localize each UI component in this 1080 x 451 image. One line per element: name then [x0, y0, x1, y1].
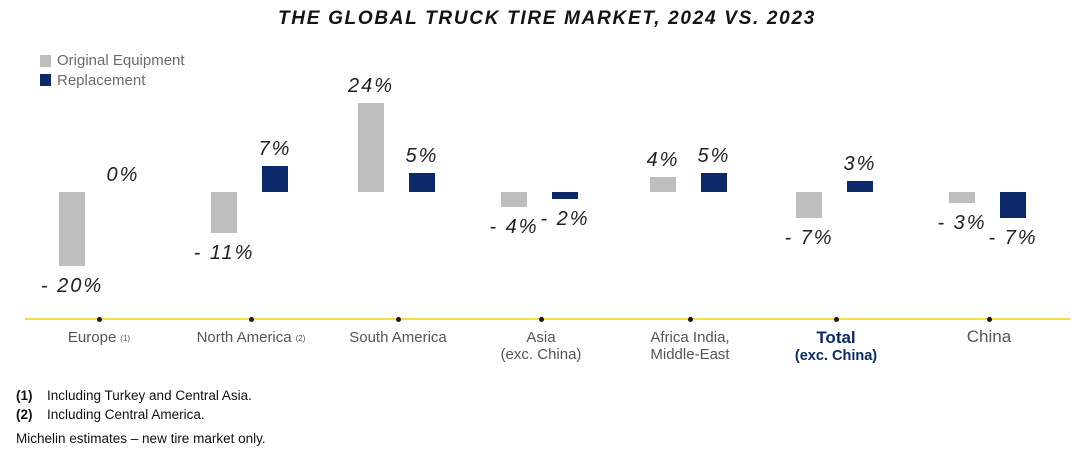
- category-name: China: [966, 327, 1012, 346]
- category-name: Africa India, Middle-East: [650, 329, 730, 363]
- footnote-2: (2) Including Central America.: [16, 407, 205, 423]
- category-label-china: China: [914, 328, 1064, 345]
- bar-replacement-total-exc-china: [847, 180, 873, 192]
- value-label-replacement-south-america: 5%: [405, 145, 439, 168]
- value-label-original-equipment-africa-india-middle-east: 4%: [646, 149, 680, 172]
- legend-label-original-equipment: Original Equipment: [57, 52, 185, 70]
- axis-tick-dot-asia-exc-china: [538, 316, 544, 322]
- legend: Original Equipment Replacement: [40, 51, 185, 90]
- legend-item-replacement: Replacement: [40, 71, 185, 91]
- value-label-original-equipment-north-america: - 11%: [193, 241, 255, 264]
- axis-tick-dot-europe: [96, 316, 102, 322]
- bar-replacement-china: [1000, 192, 1026, 219]
- value-label-replacement-africa-india-middle-east: 5%: [697, 145, 731, 168]
- axis-tick-dot-africa-india-middle-east: [687, 316, 693, 322]
- value-label-replacement-total-exc-china: 3%: [843, 152, 877, 175]
- value-label-original-equipment-china: - 3%: [937, 212, 987, 235]
- footnote-marker: (1): [16, 388, 33, 403]
- value-label-original-equipment-asia-exc-china: - 4%: [489, 215, 539, 238]
- category-label-asia-exc-china: Asia (exc. China): [466, 329, 616, 363]
- axis-tick-dot-china: [986, 316, 992, 322]
- category-label-total-exc-china: Total (exc. China): [761, 329, 911, 365]
- chart-title: THE GLOBAL TRUCK TIRE MARKET, 2024 VS. 2…: [278, 8, 816, 29]
- category-axis-line: [25, 318, 1070, 320]
- axis-tick-dot-north-america: [248, 316, 254, 322]
- axis-tick-dot-total-exc-china: [833, 316, 839, 322]
- footnote-1: (1) Including Turkey and Central Asia.: [16, 388, 252, 404]
- bar-original-equipment-total-exc-china: [796, 192, 822, 219]
- footnote-marker: (2): [16, 407, 33, 422]
- footnote-text: Including Central America.: [47, 407, 205, 422]
- legend-swatch-replacement: [40, 74, 51, 87]
- category-label-africa-india-middle-east: Africa India, Middle-East: [615, 329, 765, 363]
- category-footnote-ref: (1): [120, 334, 131, 343]
- category-name: North America: [196, 329, 292, 346]
- bar-original-equipment-asia-exc-china: [501, 192, 527, 207]
- bar-replacement-asia-exc-china: [552, 192, 578, 200]
- legend-item-original-equipment: Original Equipment: [40, 51, 185, 71]
- value-label-replacement-asia-exc-china: - 2%: [540, 208, 590, 231]
- category-label-south-america: South America: [323, 329, 473, 346]
- bar-original-equipment-europe: [59, 192, 85, 267]
- legend-label-replacement: Replacement: [57, 71, 146, 89]
- bar-replacement-north-america: [262, 165, 288, 192]
- category-label-europe: Europe (1): [24, 329, 174, 346]
- category-name: South America: [349, 329, 447, 346]
- bar-original-equipment-north-america: [211, 192, 237, 233]
- bar-original-equipment-south-america: [358, 102, 384, 192]
- value-label-replacement-china: - 7%: [988, 227, 1038, 250]
- bar-original-equipment-africa-india-middle-east: [650, 177, 676, 192]
- legend-swatch-original-equipment: [40, 54, 51, 67]
- category-name: Asia (exc. China): [500, 329, 582, 363]
- value-label-replacement-north-america: 7%: [258, 137, 292, 160]
- source-note: Michelin estimates – new tire market onl…: [16, 431, 266, 446]
- value-label-original-equipment-europe: - 20%: [40, 275, 104, 298]
- category-name: Total (exc. China): [794, 328, 878, 365]
- bar-replacement-south-america: [409, 173, 435, 192]
- axis-tick-dot-south-america: [395, 316, 401, 322]
- value-label-original-equipment-total-exc-china: - 7%: [784, 227, 834, 250]
- category-name: Europe: [67, 329, 117, 346]
- category-footnote-ref: (2): [295, 334, 306, 343]
- bar-replacement-africa-india-middle-east: [701, 173, 727, 192]
- category-label-north-america: North America (2): [176, 329, 326, 346]
- bar-original-equipment-china: [949, 192, 975, 204]
- value-label-replacement-europe: 0%: [106, 164, 140, 186]
- footnote-text: Including Turkey and Central Asia.: [47, 388, 252, 403]
- value-label-original-equipment-south-america: 24%: [347, 74, 395, 97]
